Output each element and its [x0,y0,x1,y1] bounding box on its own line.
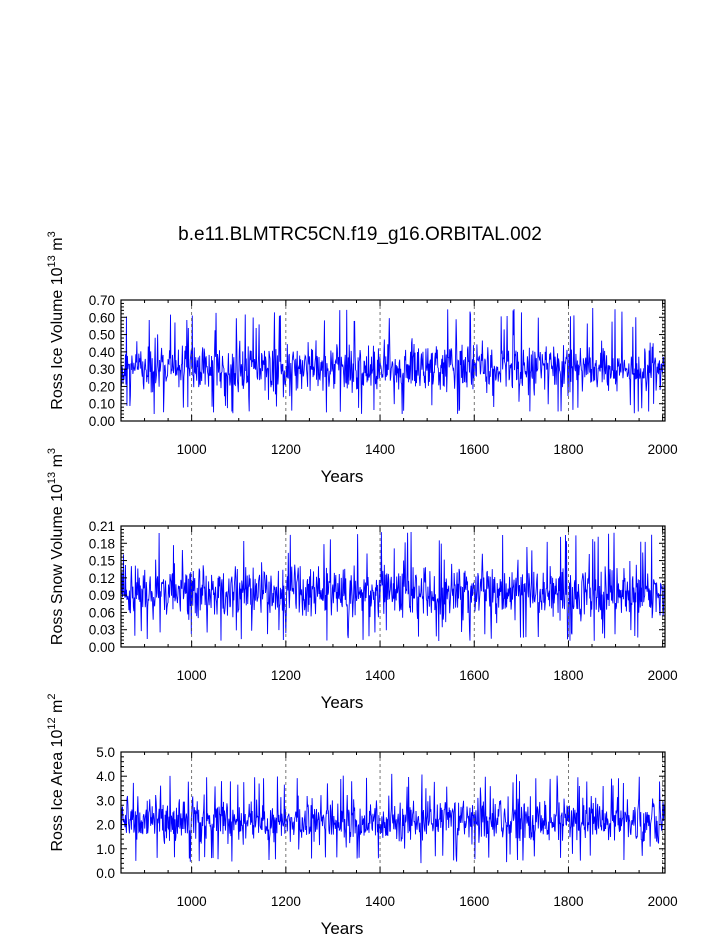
x-tick-label: 1000 [177,894,207,909]
y-tick-label: 0.0 [96,866,115,881]
x-axis-title: Years [321,693,364,712]
x-tick-label: 1200 [271,668,301,683]
y-tick-label: 5.0 [96,745,115,760]
y-tick-label: 0.30 [89,362,115,377]
chart-title: b.e11.BLMTRC5CN.f19_g16.ORBITAL.002 [178,224,542,245]
y-tick-label: 0.60 [89,310,115,325]
x-tick-label: 1000 [177,442,207,457]
x-tick-label: 1800 [553,442,583,457]
y-tick-label: 0.00 [89,414,115,429]
y-tick-label: 0.12 [89,571,115,586]
x-tick-label: 1800 [553,894,583,909]
y-axis-title: Ross Ice Area 1012 m2 [46,694,66,852]
series-line [121,773,665,864]
panel-3: 1000 1200 1400 1600 1800 2000 0.0 1.0 2.0 3.0 4.0 5… [46,694,678,935]
y-tick-label: 0.03 [89,623,115,638]
y-tick-label: 1.0 [96,842,115,857]
x-tick-label: 1000 [177,668,207,683]
x-tick-label: 2000 [648,442,678,457]
y-tick-label: 0.10 [89,397,115,412]
x-axis-title: Years [321,467,364,486]
x-axis-title: Years [321,919,364,935]
x-tick-label: 2000 [648,894,678,909]
x-tick-label: 1400 [365,442,395,457]
x-tick-label: 1600 [459,668,489,683]
x-tick-label: 1600 [459,442,489,457]
panels: 1000 1200 1400 1600 1800 2000 0.00 0.10 0.20 0.30… [46,231,678,935]
x-tick-label: 1200 [271,894,301,909]
y-tick-label: 2.0 [96,818,115,833]
y-tick-label: 0.09 [89,588,115,603]
x-tick-label: 1800 [553,668,583,683]
panel-1: 1000 1200 1400 1600 1800 2000 0.00 0.10 0.20 0.30… [46,231,678,486]
x-tick-label: 2000 [648,668,678,683]
y-tick-label: 0.18 [89,536,115,551]
y-tick-label: 4.0 [96,769,115,784]
plot-frame [120,525,666,648]
y-tick-label: 0.06 [89,605,115,620]
series-line [121,531,665,642]
y-tick-label: 0.15 [89,554,115,569]
x-tick-label: 1600 [459,894,489,909]
x-tick-label: 1200 [271,442,301,457]
y-tick-label: 3.0 [96,793,115,808]
y-tick-label: 0.40 [89,345,115,360]
y-tick-label: 0.50 [89,328,115,343]
plot-frame [120,751,666,874]
panel-2: 1000 1200 1400 1600 1800 2000 0.00 0.03 0.06 0.09… [46,448,678,712]
y-tick-label: 0.00 [89,640,115,655]
x-tick-label: 1400 [365,894,395,909]
y-tick-label: 0.70 [89,293,115,308]
y-axis-title: Ross Snow Volume 1013 m3 [46,448,66,645]
plot-frame [120,299,666,422]
x-tick-label: 1400 [365,668,395,683]
y-tick-label: 0.21 [89,519,115,534]
series-line [121,308,665,414]
y-tick-label: 0.20 [89,379,115,394]
y-axis-title: Ross Ice Volume 1013 m3 [46,231,66,409]
